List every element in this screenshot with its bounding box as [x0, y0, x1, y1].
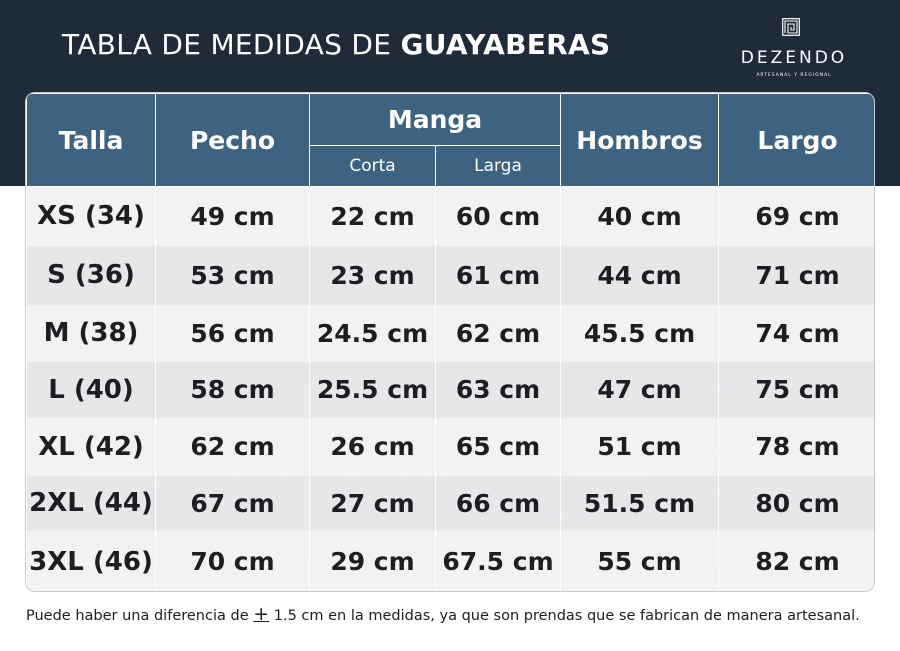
cell-larga: 66 cm: [435, 475, 561, 531]
cell-talla: M (38): [26, 304, 156, 362]
header-pecho: Pecho: [155, 93, 310, 187]
cell-hombros: 47 cm: [560, 361, 719, 418]
cell-largo: 78 cm: [718, 417, 874, 476]
cell-larga: 62 cm: [435, 304, 561, 362]
cell-corta: 22 cm: [309, 186, 436, 246]
cell-largo: 75 cm: [718, 361, 874, 418]
cell-largo: 82 cm: [718, 530, 874, 591]
cell-pecho: 49 cm: [155, 186, 310, 246]
cell-hombros: 40 cm: [560, 186, 719, 246]
cell-talla: XL (42): [26, 417, 156, 476]
table-row: S (36) 53 cm 23 cm 61 cm 44 cm 71 cm: [26, 245, 874, 305]
cell-pecho: 53 cm: [155, 245, 310, 305]
header-largo: Largo: [718, 93, 874, 187]
table-row: M (38) 56 cm 24.5 cm 62 cm 45.5 cm 74 cm: [26, 304, 874, 362]
header-hombros: Hombros: [560, 93, 719, 187]
cell-corta: 29 cm: [309, 530, 436, 591]
cell-corta: 27 cm: [309, 475, 436, 531]
cell-talla: 2XL (44): [26, 475, 156, 531]
cell-hombros: 51 cm: [560, 417, 719, 476]
cell-hombros: 44 cm: [560, 245, 719, 305]
cell-talla: L (40): [26, 361, 156, 418]
cell-corta: 23 cm: [309, 245, 436, 305]
cell-larga: 63 cm: [435, 361, 561, 418]
cell-larga: 67.5 cm: [435, 530, 561, 591]
cell-talla: 3XL (46): [26, 530, 156, 591]
cell-hombros: 45.5 cm: [560, 304, 719, 362]
cell-larga: 61 cm: [435, 245, 561, 305]
header-larga: Larga: [435, 145, 561, 187]
cell-talla: XS (34): [26, 186, 156, 246]
cell-corta: 24.5 cm: [309, 304, 436, 362]
size-table-card: Talla Pecho Manga Hombros Largo Corta La…: [25, 92, 875, 592]
header-talla: Talla: [26, 93, 156, 187]
cell-larga: 65 cm: [435, 417, 561, 476]
cell-pecho: 70 cm: [155, 530, 310, 591]
cell-largo: 80 cm: [718, 475, 874, 531]
cell-hombros: 51.5 cm: [560, 475, 719, 531]
brand-logo: DEZENDO ARTESANAL Y REGIONAL: [738, 18, 850, 84]
spiral-logo-icon: [782, 18, 800, 36]
cell-pecho: 58 cm: [155, 361, 310, 418]
size-table: Talla Pecho Manga Hombros Largo Corta La…: [26, 93, 874, 591]
brand-name: DEZENDO: [740, 48, 848, 68]
cell-talla: S (36): [26, 245, 156, 305]
cell-largo: 71 cm: [718, 245, 874, 305]
table-row: XL (42) 62 cm 26 cm 65 cm 51 cm 78 cm: [26, 417, 874, 476]
cell-pecho: 56 cm: [155, 304, 310, 362]
cell-pecho: 62 cm: [155, 417, 310, 476]
table-row: 2XL (44) 67 cm 27 cm 66 cm 51.5 cm 80 cm: [26, 475, 874, 531]
page-title: TABLA DE MEDIDAS DE GUAYABERAS: [62, 28, 611, 61]
cell-pecho: 67 cm: [155, 475, 310, 531]
table-row: XS (34) 49 cm 22 cm 60 cm 40 cm 69 cm: [26, 186, 874, 246]
brand-tagline: ARTESANAL Y REGIONAL: [756, 73, 832, 78]
table-row: L (40) 58 cm 25.5 cm 63 cm 47 cm 75 cm: [26, 361, 874, 418]
plus-minus-symbol: +: [253, 603, 270, 625]
header-corta: Corta: [309, 145, 436, 187]
header-manga: Manga: [309, 93, 561, 146]
cell-largo: 74 cm: [718, 304, 874, 362]
table-row: 3XL (46) 70 cm 29 cm 67.5 cm 55 cm 82 cm: [26, 530, 874, 591]
cell-larga: 60 cm: [435, 186, 561, 246]
cell-hombros: 55 cm: [560, 530, 719, 591]
footnote: Puede haber una diferencia de + 1.5 cm e…: [26, 603, 860, 625]
cell-largo: 69 cm: [718, 186, 874, 246]
cell-corta: 26 cm: [309, 417, 436, 476]
cell-corta: 25.5 cm: [309, 361, 436, 418]
